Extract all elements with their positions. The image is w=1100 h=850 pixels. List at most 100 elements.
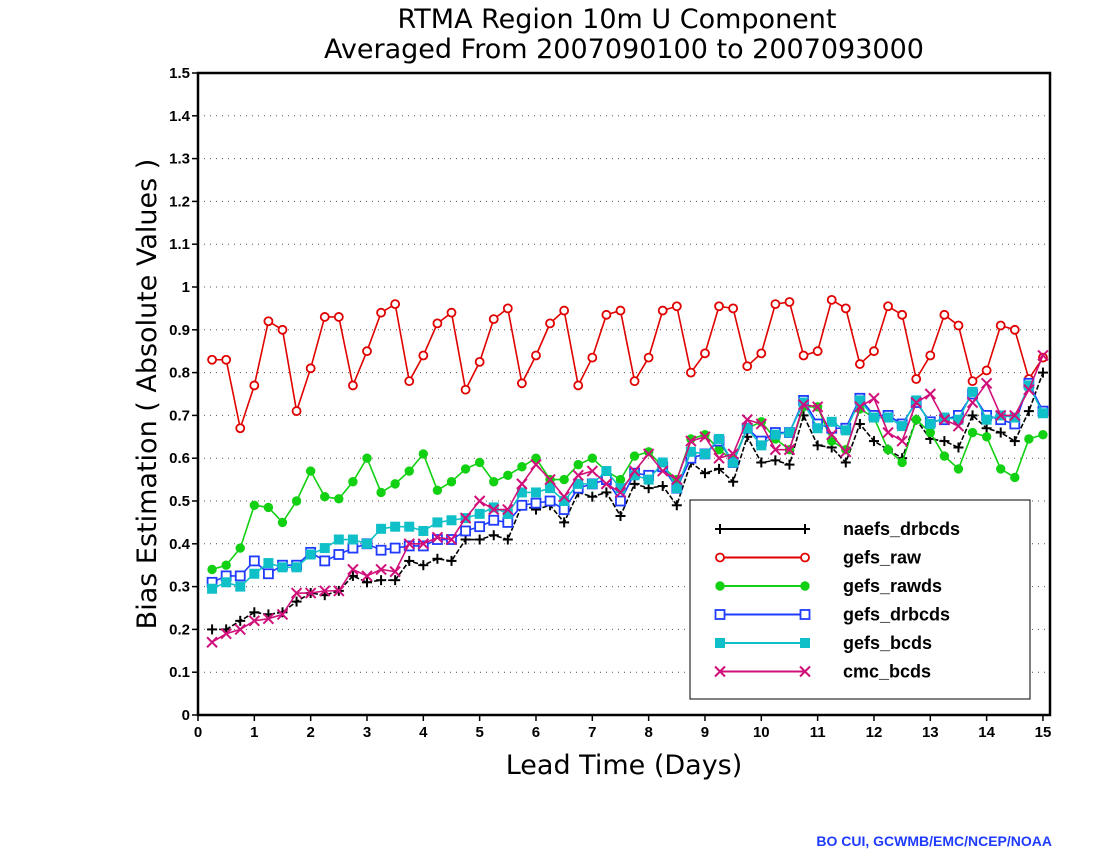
data-point xyxy=(474,457,485,468)
data-point xyxy=(854,418,865,429)
legend-label: cmc_bcds xyxy=(843,662,931,682)
data-point xyxy=(811,401,824,413)
marker-stroke xyxy=(319,585,331,597)
data-point xyxy=(883,412,894,423)
data-point xyxy=(685,435,697,447)
y-tick-label: 0.2 xyxy=(169,621,190,638)
y-tick-label: 1.2 xyxy=(169,193,190,210)
data-point xyxy=(403,538,415,550)
marker-stroke xyxy=(966,396,979,409)
data-point xyxy=(629,478,640,489)
data-point xyxy=(812,440,823,451)
data-point xyxy=(1024,434,1034,444)
data-point xyxy=(530,497,542,509)
data-point xyxy=(234,623,246,636)
marker-stroke xyxy=(952,420,965,432)
marker-stroke xyxy=(572,469,584,482)
data-point xyxy=(587,453,598,463)
data-point xyxy=(432,485,443,495)
x-tick-label: 11 xyxy=(810,724,826,741)
data-point xyxy=(348,380,358,391)
data-point xyxy=(516,478,528,490)
data-point xyxy=(700,348,710,359)
data-point xyxy=(276,608,289,621)
data-point xyxy=(967,410,978,421)
data-point xyxy=(319,585,331,597)
y-tick-label: 1.5 xyxy=(169,65,190,82)
marker-stroke xyxy=(290,587,303,599)
data-point xyxy=(784,427,795,438)
legend-label: gefs_raw xyxy=(843,548,922,568)
marker-stroke xyxy=(854,401,866,413)
data-point xyxy=(939,309,950,320)
legend-item-gefs_rawds: gefs_rawds xyxy=(715,576,942,596)
marker-stroke xyxy=(544,473,556,486)
marker-stroke xyxy=(516,478,528,490)
y-axis-title: Bias Estimation ( Absolute Values ) xyxy=(132,159,163,630)
data-point xyxy=(699,448,710,459)
marker-stroke xyxy=(304,587,317,599)
data-point xyxy=(361,570,373,582)
legend-item-cmc_bcds: cmc_bcds xyxy=(714,662,931,682)
marker-stroke xyxy=(799,665,811,678)
marker-stroke xyxy=(657,465,669,477)
data-point xyxy=(305,549,316,560)
data-point xyxy=(995,409,1007,422)
data-point xyxy=(446,477,457,487)
data-point xyxy=(235,543,245,553)
marker-stroke xyxy=(910,396,922,409)
data-point xyxy=(896,435,908,447)
data-point xyxy=(319,543,330,554)
data-point xyxy=(657,465,669,477)
legend-marker xyxy=(800,524,810,534)
data-point xyxy=(1010,472,1020,483)
data-point xyxy=(784,459,795,470)
data-point xyxy=(600,478,613,490)
marker-stroke xyxy=(769,443,782,456)
data-point xyxy=(756,348,767,359)
data-point xyxy=(249,568,260,579)
legend-label: gefs_drbcds xyxy=(843,605,950,625)
marker-stroke xyxy=(473,495,486,507)
data-point xyxy=(924,388,937,400)
data-point xyxy=(559,305,570,316)
data-point xyxy=(418,449,429,459)
marker-stroke xyxy=(389,565,401,578)
data-point xyxy=(489,477,499,487)
data-point xyxy=(854,359,865,369)
marker-stroke xyxy=(459,512,472,524)
y-tick-label: 0.7 xyxy=(169,407,190,424)
data-point xyxy=(333,312,344,322)
data-point xyxy=(207,583,218,594)
data-point xyxy=(446,307,457,318)
marker-stroke xyxy=(347,563,359,576)
data-point xyxy=(587,352,598,363)
marker-stroke xyxy=(206,636,218,648)
data-point xyxy=(840,303,851,314)
data-point xyxy=(207,624,218,635)
data-point xyxy=(868,412,879,423)
data-point xyxy=(643,474,654,485)
marker-stroke xyxy=(431,531,444,544)
legend-marker xyxy=(799,665,811,678)
marker-stroke xyxy=(417,538,430,550)
data-point xyxy=(263,558,274,569)
data-point xyxy=(1037,349,1049,362)
x-tick-label: 3 xyxy=(363,724,371,741)
data-point xyxy=(938,413,951,426)
data-point xyxy=(629,376,640,387)
legend-marker xyxy=(800,638,810,648)
data-point xyxy=(573,459,583,470)
marker-stroke xyxy=(840,446,852,458)
data-point xyxy=(333,549,345,560)
marker-stroke xyxy=(248,615,261,627)
data-point xyxy=(277,562,288,573)
data-point xyxy=(319,555,331,567)
data-point xyxy=(755,418,768,430)
data-point xyxy=(1023,406,1034,417)
marker-stroke xyxy=(882,426,894,439)
data-point xyxy=(925,427,935,438)
data-point xyxy=(980,377,993,390)
data-point xyxy=(319,312,330,322)
